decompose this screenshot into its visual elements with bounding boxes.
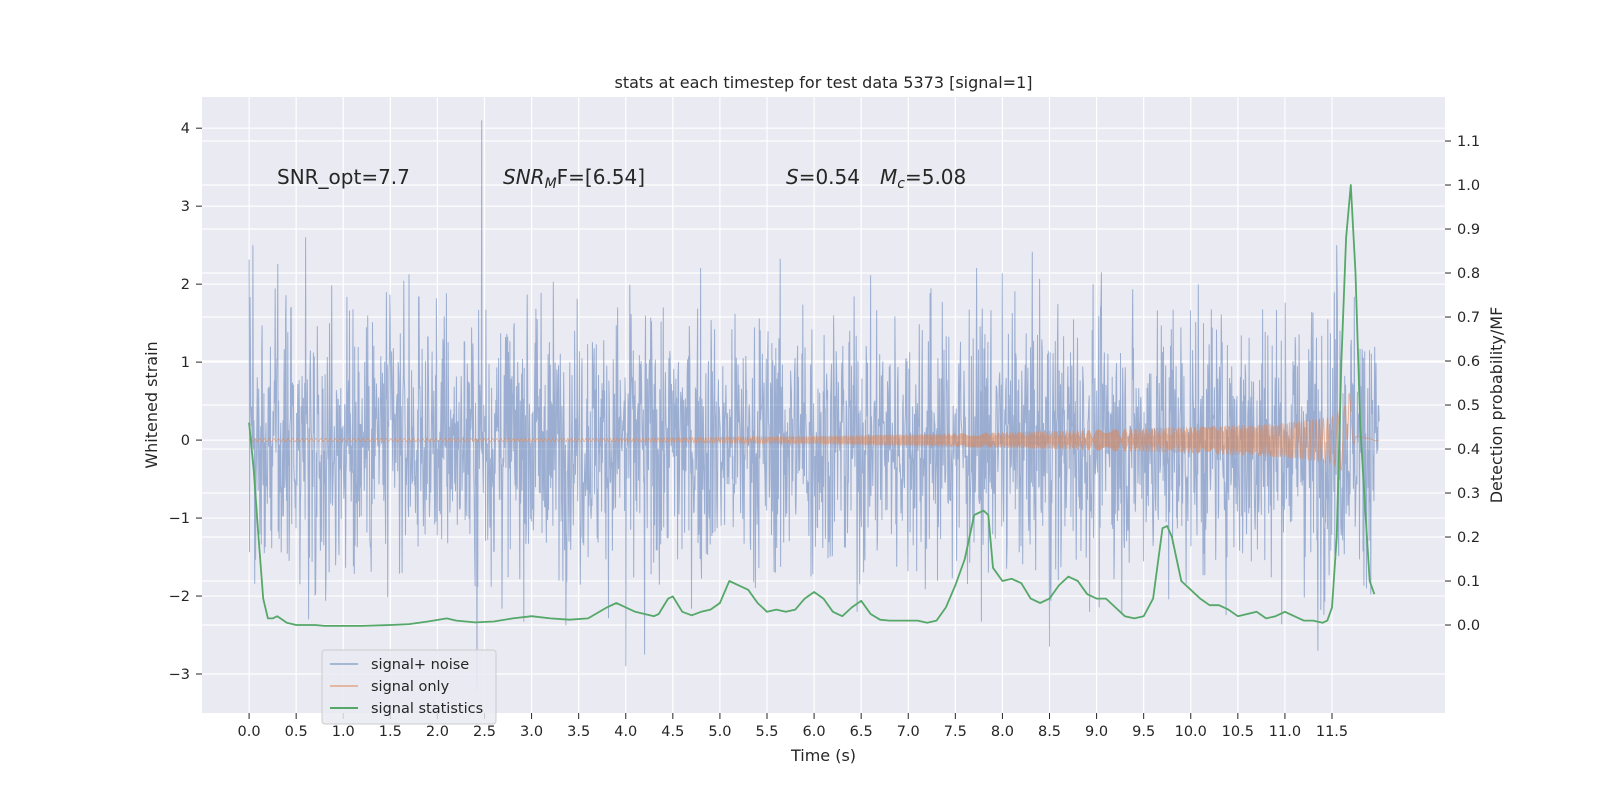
legend-box [321, 649, 497, 725]
annotation-snr-mf-sub: M [545, 176, 557, 192]
y-tick-label: 1 [181, 355, 190, 371]
y2-tick-label: 0.0 [1457, 618, 1480, 634]
x-tick-label: 1.5 [379, 724, 402, 740]
annotation-mc-sub: c [897, 176, 905, 192]
x-tick-label: 4.0 [614, 724, 637, 740]
y2-tick-label: 0.7 [1457, 310, 1480, 326]
y-tick-label: 3 [181, 199, 190, 215]
annotation-snr-mf-main: SNR [503, 165, 545, 189]
signal-plus-noise-line [248, 120, 1380, 690]
x-tick-label: 2.5 [473, 724, 496, 740]
y2-tick-label: 0.5 [1457, 398, 1480, 414]
x-tick-label: 10.0 [1175, 724, 1207, 740]
annotation-s-main: S [786, 165, 799, 189]
annotation-mc-main: M [880, 165, 897, 189]
y-axis-label: Whitened strain [142, 341, 161, 468]
annotation-snr-mf-rest: F=[6.54] [557, 165, 645, 189]
legend: signal+ noise signal only signal statist… [321, 649, 497, 725]
annotation-snr-mf: SNRMF=[6.54] [503, 165, 645, 192]
y-tick-label: 0 [181, 433, 190, 449]
y-tick-label: −3 [169, 667, 190, 683]
chart-title: stats at each timestep for test data 537… [614, 73, 1032, 92]
signal-statistics-series [248, 184, 1376, 627]
x-axis-label: Time (s) [790, 746, 856, 765]
y2-tick-label: 0.3 [1457, 486, 1480, 502]
legend-label-signal-noise: signal+ noise [371, 657, 469, 673]
x-tick-label: 5.0 [708, 724, 731, 740]
x-tick-label: 3.5 [567, 724, 590, 740]
y2-tick-label: 0.1 [1457, 574, 1480, 590]
y2-tick-label: 0.9 [1457, 222, 1480, 238]
y-tick-label: 2 [181, 277, 190, 293]
x-tick-label: 6.0 [803, 724, 826, 740]
x-tick-label: 8.5 [1038, 724, 1061, 740]
axis-ticks: 0.0 0.5 1.0 1.5 2.0 2.5 3.0 3.5 4.0 4.5 5.0 5.5 6.0 6… [169, 121, 1480, 740]
annotation-mc: Mc=5.08 [880, 165, 966, 192]
x-tick-label: 5.5 [755, 724, 778, 740]
x-tick-label: 9.5 [1132, 724, 1155, 740]
y-tick-label: −2 [169, 589, 190, 605]
annotation-mc-rest: =5.08 [905, 165, 966, 189]
y2-tick-label: 1.1 [1457, 134, 1480, 150]
x-tick-label: 4.5 [661, 724, 684, 740]
x-tick-label: 7.5 [944, 724, 967, 740]
annotation-s-rest: =0.54 [799, 165, 860, 189]
x-tick-label: 2.0 [426, 724, 449, 740]
y-tick-label: −1 [169, 511, 190, 527]
x-tick-label: 1.0 [332, 724, 355, 740]
y2-tick-label: 1.0 [1457, 178, 1480, 194]
signal-statistics-line [248, 184, 1376, 627]
legend-label-signal-statistics: signal statistics [371, 701, 483, 717]
x-tick-label: 11.5 [1316, 724, 1348, 740]
x-tick-label: 0.5 [285, 724, 308, 740]
y2-axis-label: Detection probability/MF [1487, 307, 1506, 504]
y2-tick-label: 0.2 [1457, 530, 1480, 546]
y-tick-label: 4 [181, 121, 190, 137]
x-tick-label: 3.0 [520, 724, 543, 740]
y2-tick-label: 0.6 [1457, 354, 1480, 370]
legend-label-signal-only: signal only [371, 679, 450, 695]
y2-tick-label: 0.8 [1457, 266, 1480, 282]
annotation-snr-opt: SNR_opt=7.7 [277, 165, 410, 189]
y2-tick-label: 0.4 [1457, 442, 1480, 458]
x-tick-label: 11.0 [1269, 724, 1301, 740]
signal-only-line [248, 392, 1380, 472]
signal-plus-noise-series [248, 120, 1380, 690]
x-tick-label: 0.0 [238, 724, 261, 740]
annotation-s: S=0.54 [786, 165, 860, 189]
x-tick-label: 9.0 [1085, 724, 1108, 740]
x-tick-label: 7.0 [897, 724, 920, 740]
x-tick-label: 6.5 [850, 724, 873, 740]
x-tick-label: 10.5 [1222, 724, 1254, 740]
signal-only-series [248, 392, 1380, 472]
x-tick-label: 8.0 [991, 724, 1014, 740]
